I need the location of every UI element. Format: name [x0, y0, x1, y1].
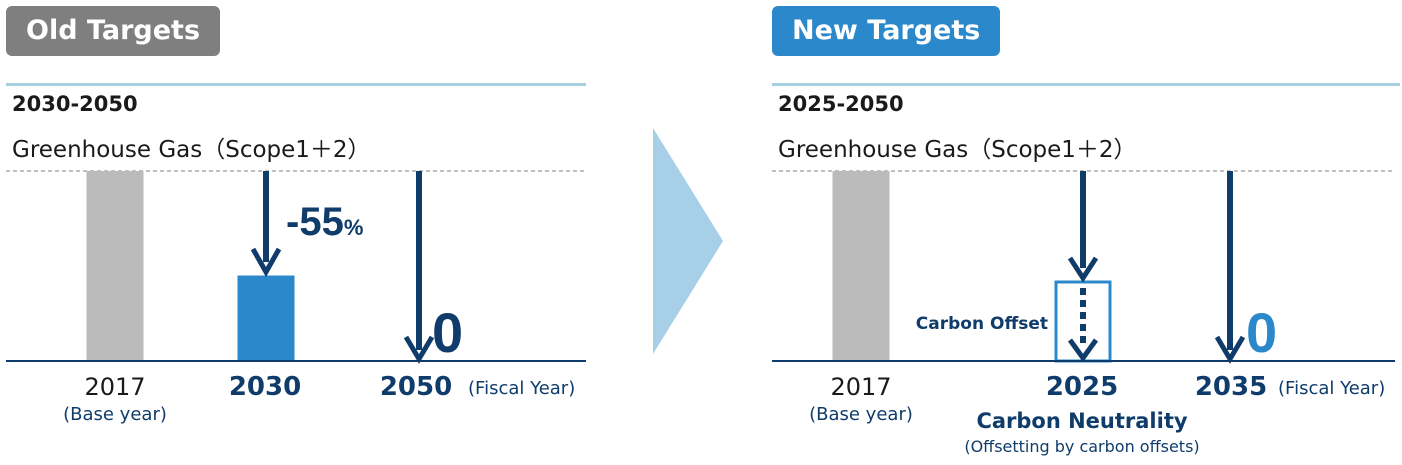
new-chart: Carbon Offset 0 2017 (Base year) 2025 20…: [772, 170, 1395, 456]
new-period-title: 2025-2050: [778, 92, 904, 116]
old-xlabel-2017: 2017: [84, 373, 145, 401]
new-subtitle: Greenhouse Gas（Scope1＋2）: [778, 137, 1137, 163]
new-zero-label: 0: [1246, 301, 1277, 364]
old-top-rule: [6, 83, 586, 86]
new-xlabel-2035: 2035: [1195, 372, 1267, 402]
new-arrow-2035: [1214, 171, 1246, 364]
old-reduction-label: -55%: [286, 200, 363, 244]
carbon-offset-dashed-arrow: [1067, 288, 1099, 363]
new-xlabel-2025: 2025: [1046, 372, 1118, 402]
new-base-year-note: (Base year): [809, 404, 913, 425]
new-fiscal-year-label: (Fiscal Year): [1278, 378, 1385, 399]
old-targets-badge: Old Targets: [6, 6, 221, 56]
old-period-title: 2030-2050: [12, 92, 138, 116]
carbon-offset-label: Carbon Offset: [916, 314, 1048, 334]
old-fiscal-year-label: (Fiscal Year): [468, 378, 575, 399]
new-targets-panel: New Targets 2025-2050 Greenhouse Gas（Sco…: [765, 0, 1402, 465]
new-targets-badge: New Targets: [772, 6, 1001, 56]
new-top-rule: [772, 83, 1400, 86]
old-subtitle: Greenhouse Gas（Scope1＋2）: [12, 137, 371, 163]
old-xlabel-2050: 2050: [380, 372, 452, 402]
carbon-neutrality-note: (Offsetting by carbon offsets): [964, 437, 1199, 456]
old-xlabel-2030: 2030: [229, 372, 301, 402]
old-base-year-note: (Base year): [63, 404, 167, 425]
new-arrow-2025: [1067, 171, 1099, 283]
old-zero-label: 0: [432, 301, 463, 364]
transition-arrow-icon: [653, 128, 723, 354]
old-chart: -55% 0 2017 (Base year) 2030 2050 (Fisca…: [6, 170, 586, 425]
old-bar-2030: [237, 275, 295, 361]
new-bar-2017: [832, 171, 890, 361]
new-xlabel-2017: 2017: [830, 373, 891, 401]
old-arrow-2050: [403, 171, 435, 364]
old-targets-panel: Old Targets 2030-2050 Greenhouse Gas（Sco…: [0, 0, 600, 465]
old-bar-2017: [86, 171, 144, 361]
carbon-neutrality-label: Carbon Neutrality: [976, 409, 1187, 433]
old-arrow-2030: [250, 171, 282, 278]
